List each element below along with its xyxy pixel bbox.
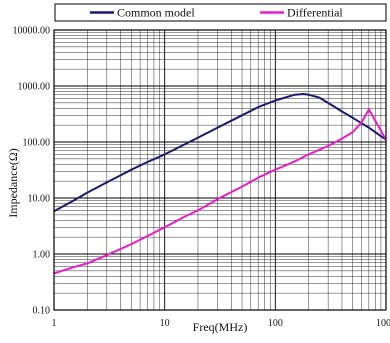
x-tick-label: 1	[52, 318, 57, 329]
y-tick-label: 1000.00	[18, 82, 51, 93]
x-axis-title: Freq(MHz)	[193, 320, 248, 334]
x-tick-label: 100	[268, 318, 283, 329]
y-tick-label: 1.00	[33, 250, 51, 261]
y-tick-label: 100.00	[23, 138, 51, 149]
x-tick-label: 10	[160, 318, 170, 329]
x-tick-label: 1000	[376, 318, 390, 329]
legend: Common model Differential	[55, 4, 386, 21]
y-axis-title: Impedance(Ω)	[6, 148, 20, 218]
y-tick-label: 10.00	[28, 194, 51, 205]
y-tick-label: 10000.00	[13, 26, 51, 37]
legend-label-differential: Differential	[287, 6, 343, 20]
y-tick-label: 0.10	[33, 306, 51, 317]
legend-label-common-model: Common model	[117, 6, 195, 20]
